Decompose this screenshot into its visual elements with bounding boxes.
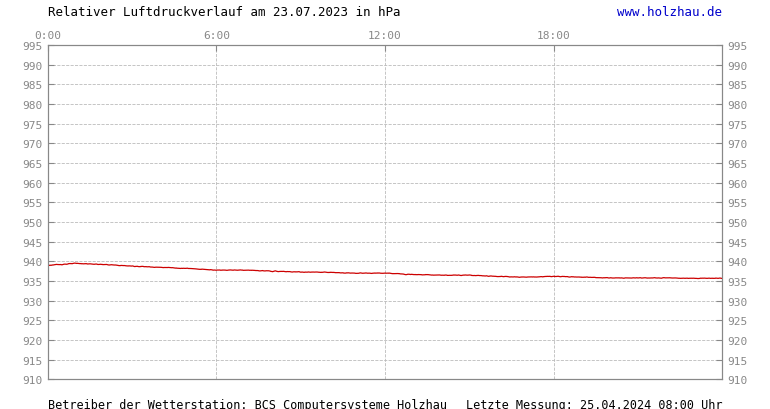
Text: Relativer Luftdruckverlauf am 23.07.2023 in hPa: Relativer Luftdruckverlauf am 23.07.2023… [48, 6, 400, 19]
Text: Betreiber der Wetterstation: BCS Computersysteme Holzhau: Betreiber der Wetterstation: BCS Compute… [48, 398, 447, 409]
Text: Letzte Messung: 25.04.2024 08:00 Uhr: Letzte Messung: 25.04.2024 08:00 Uhr [466, 398, 722, 409]
Text: www.holzhau.de: www.holzhau.de [618, 6, 722, 19]
